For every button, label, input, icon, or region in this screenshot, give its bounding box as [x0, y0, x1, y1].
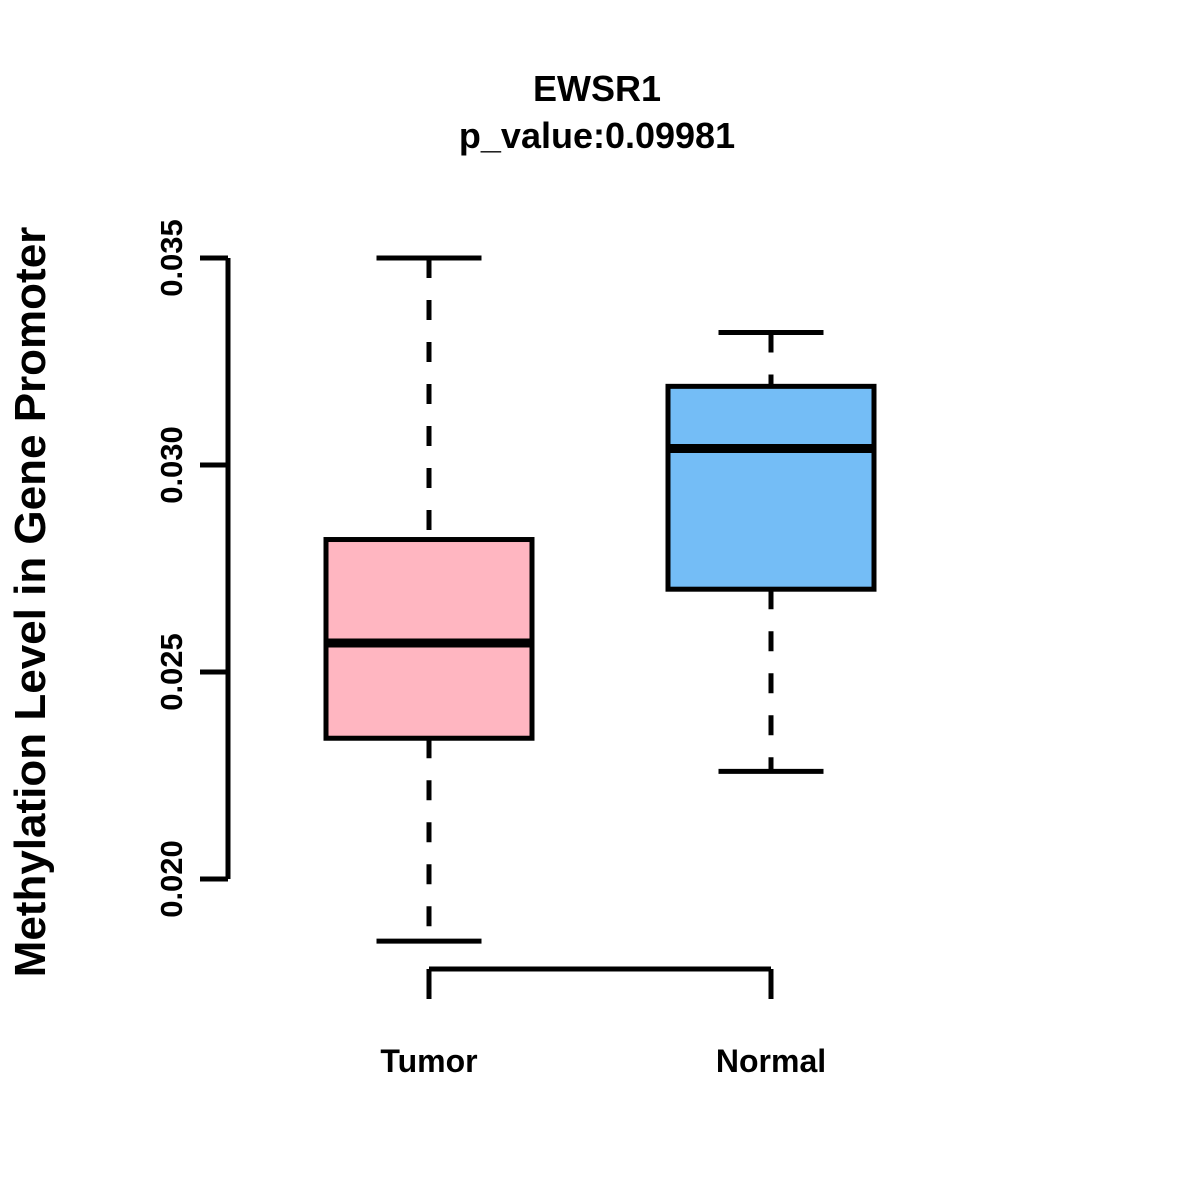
- y-tick-label: 0.035: [154, 219, 189, 297]
- title-block: EWSR1 p_value:0.09981: [220, 71, 974, 154]
- y-tick-label: 0.020: [154, 840, 189, 918]
- x-category-label-tumor: Tumor: [380, 1043, 477, 1079]
- y-tick-label: 0.025: [154, 633, 189, 711]
- box-normal: [665, 383, 877, 592]
- chart-subtitle: p_value:0.09981: [458, 115, 736, 156]
- x-category-label-normal: Normal: [716, 1043, 826, 1079]
- chart-title: EWSR1: [532, 68, 662, 109]
- y-tick-label: 0.030: [154, 426, 189, 504]
